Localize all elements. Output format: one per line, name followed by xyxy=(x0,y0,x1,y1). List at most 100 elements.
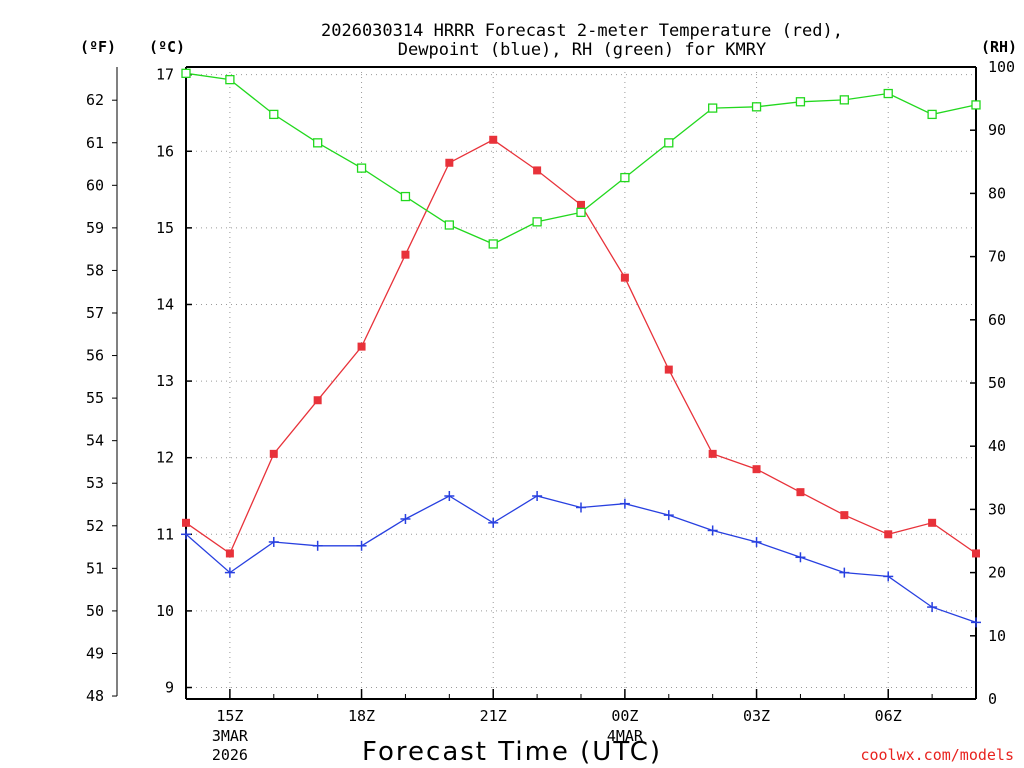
dewpoint-point xyxy=(927,602,938,613)
temperature-point xyxy=(225,549,234,558)
fahrenheit-tick-label: 54 xyxy=(86,432,104,450)
x-tick-date: 4MAR xyxy=(607,727,644,745)
rh-point xyxy=(839,95,849,105)
dewpoint-point xyxy=(619,498,630,509)
axes: 48 49 50 51 52 53 54 55 56 57 58 59 60 61 62 9 10 11 12 13 1… xyxy=(86,58,1015,764)
temperature-point xyxy=(313,396,322,405)
fahrenheit-tick-label: 62 xyxy=(86,91,104,109)
rh-point xyxy=(576,207,586,218)
rh-point xyxy=(708,103,718,113)
dewpoint-line xyxy=(185,495,977,624)
rh-point xyxy=(883,88,893,99)
rh-point xyxy=(795,97,806,107)
fahrenheit-tick-label: 60 xyxy=(86,176,104,194)
left-unit-celsius: (ºC) xyxy=(149,38,185,56)
fahrenheit-tick-label: 61 xyxy=(86,134,104,152)
rh-tick-label: 80 xyxy=(988,184,1006,202)
fahrenheit-tick-label: 51 xyxy=(86,559,104,577)
rh-point xyxy=(927,109,937,120)
fahrenheit-tick-label: 48 xyxy=(86,687,104,705)
rh-tick-label: 50 xyxy=(988,374,1006,392)
dewpoint-point xyxy=(181,529,191,540)
rh-point xyxy=(532,217,542,227)
temperature-point xyxy=(664,365,673,374)
fahrenheit-tick-label: 56 xyxy=(86,347,104,365)
dewpoint-point xyxy=(663,510,674,521)
celsius-tick-label: 9 xyxy=(165,679,174,697)
rh-point xyxy=(444,220,454,230)
celsius-tick-label: 13 xyxy=(156,372,174,390)
fahrenheit-tick-label: 58 xyxy=(86,261,104,279)
rh-point xyxy=(181,68,191,78)
left-unit-fahrenheit: (ºF) xyxy=(80,38,116,56)
celsius-tick-label: 16 xyxy=(156,142,174,160)
rh-point xyxy=(488,239,498,249)
x-tick-label: 03Z xyxy=(743,707,770,725)
rh-tick-label: 60 xyxy=(988,311,1006,329)
fahrenheit-tick-label: 53 xyxy=(86,474,104,492)
rh-tick-label: 70 xyxy=(988,248,1006,266)
rh-point xyxy=(356,163,367,173)
x-tick-year: 2026 xyxy=(212,746,248,764)
temperature-point xyxy=(796,488,805,497)
rh-point xyxy=(400,191,411,202)
chart-title-line2: Dewpoint (blue), RH (green) for KMRY xyxy=(398,40,766,60)
rh-line xyxy=(185,72,977,245)
rh-point xyxy=(971,100,981,110)
dewpoint-point xyxy=(356,540,367,551)
fahrenheit-tick-label: 55 xyxy=(86,389,104,407)
rh-tick-label: 90 xyxy=(988,121,1006,139)
temperature-point xyxy=(445,158,454,167)
temperature-point xyxy=(489,135,498,144)
dewpoint-point xyxy=(795,552,806,563)
x-axis-label: Forecast Time (UTC) xyxy=(362,737,662,767)
dewpoint-point xyxy=(971,617,981,628)
temperature-point xyxy=(357,342,366,351)
fahrenheit-tick-label: 50 xyxy=(86,602,104,620)
x-tick-label: 18Z xyxy=(348,707,375,725)
dewpoint-point xyxy=(707,525,718,536)
fahrenheit-tick-label: 59 xyxy=(86,219,104,237)
dewpoint-point xyxy=(224,567,235,578)
credit-link[interactable]: coolwx.com/models xyxy=(860,746,1014,764)
data-series xyxy=(181,68,981,628)
grid-lines xyxy=(186,67,976,699)
dewpoint-point xyxy=(488,517,499,528)
fahrenheit-tick-label: 57 xyxy=(86,304,104,322)
rh-point xyxy=(269,109,279,120)
rh-tick-label: 100 xyxy=(988,58,1015,76)
chart-title-line1: 2026030314 HRRR Forecast 2-meter Tempera… xyxy=(321,21,843,41)
rh-point xyxy=(225,74,235,85)
dewpoint-point xyxy=(444,490,455,501)
fahrenheit-tick-label: 49 xyxy=(86,644,104,662)
x-tick-label: 21Z xyxy=(480,707,507,725)
rh-tick-label: 40 xyxy=(988,437,1006,455)
celsius-tick-label: 10 xyxy=(156,602,174,620)
rh-point xyxy=(313,138,323,148)
temperature-point xyxy=(928,518,937,527)
right-unit-rh: (RH) xyxy=(981,38,1017,56)
celsius-tick-label: 14 xyxy=(156,295,174,313)
temperature-point xyxy=(708,449,717,458)
temperature-point xyxy=(840,511,849,520)
celsius-tick-label: 11 xyxy=(156,525,174,543)
temperature-point xyxy=(884,530,893,539)
x-tick-label: 06Z xyxy=(875,707,902,725)
rh-point xyxy=(620,172,630,183)
dewpoint-point xyxy=(576,502,586,513)
dewpoint-point xyxy=(400,513,411,524)
rh-tick-label: 20 xyxy=(988,564,1006,582)
temperature-point xyxy=(752,465,761,474)
temperature-point xyxy=(620,273,629,282)
temperature-point xyxy=(182,518,190,527)
celsius-tick-label: 12 xyxy=(156,449,174,467)
rh-tick-label: 30 xyxy=(988,500,1006,518)
celsius-tick-label: 17 xyxy=(156,66,174,84)
temperature-point xyxy=(972,549,980,558)
dewpoint-point xyxy=(312,540,323,551)
dewpoint-point xyxy=(883,571,894,582)
dewpoint-point xyxy=(532,490,543,501)
temperature-point xyxy=(533,166,542,175)
temperature-point xyxy=(269,449,278,458)
